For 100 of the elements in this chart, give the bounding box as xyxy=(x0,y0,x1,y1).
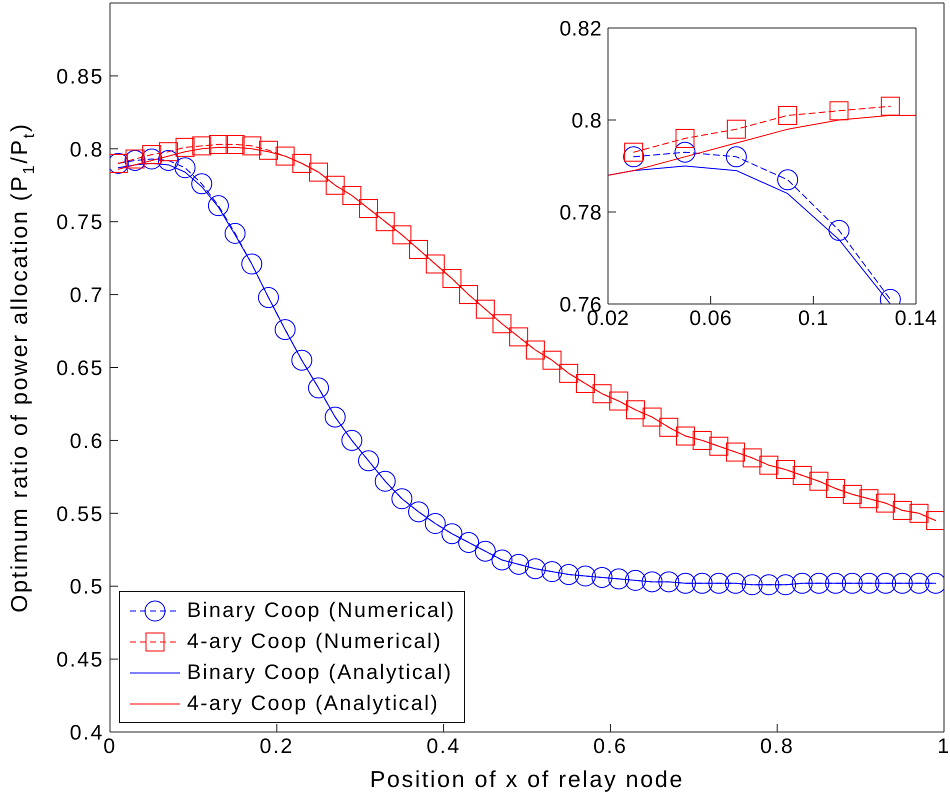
x-tick-label: 0.4 xyxy=(426,734,461,758)
point xyxy=(758,574,780,596)
point xyxy=(291,350,312,371)
point xyxy=(626,400,645,420)
point xyxy=(708,572,730,594)
point xyxy=(725,572,746,594)
point xyxy=(642,408,662,427)
point xyxy=(374,470,396,492)
point xyxy=(926,511,944,530)
point xyxy=(859,489,878,508)
point xyxy=(542,350,562,370)
point xyxy=(692,572,713,594)
y-tick-label: 0.55 xyxy=(56,502,104,526)
point xyxy=(623,146,644,168)
point xyxy=(424,513,446,534)
point xyxy=(558,564,580,586)
x-tick-label: 1 xyxy=(937,734,950,758)
point xyxy=(726,146,747,168)
point xyxy=(609,392,628,411)
y-tick-label: 0.65 xyxy=(56,356,104,380)
point xyxy=(158,142,178,162)
point xyxy=(459,285,478,304)
point xyxy=(274,319,296,340)
point xyxy=(778,106,798,125)
y-tick-label: 0.5 xyxy=(70,576,104,599)
point xyxy=(792,572,813,594)
point xyxy=(376,212,395,232)
point xyxy=(842,484,862,504)
point xyxy=(858,572,880,594)
point xyxy=(880,96,900,116)
x-tick-label: 0.8 xyxy=(760,734,794,758)
point xyxy=(308,377,329,398)
y-tick-label: 0.6 xyxy=(70,430,104,453)
point xyxy=(441,523,462,544)
x-tick-label: 0.06 xyxy=(689,306,732,330)
point xyxy=(658,571,680,592)
point xyxy=(476,300,495,319)
point xyxy=(192,136,212,156)
y-tick-label: 0.45 xyxy=(56,648,104,672)
point xyxy=(409,240,428,259)
point xyxy=(491,549,512,570)
point xyxy=(842,572,863,594)
point xyxy=(809,472,828,491)
point xyxy=(608,568,630,590)
point xyxy=(242,136,262,156)
point xyxy=(676,426,695,446)
point xyxy=(576,374,595,394)
x-tick-label: 0 xyxy=(103,734,117,758)
legend-label: 4-ary Coop (Numerical) xyxy=(187,630,442,654)
point xyxy=(909,504,928,523)
point xyxy=(826,479,846,498)
point xyxy=(775,574,796,596)
point xyxy=(876,494,896,513)
point xyxy=(341,430,362,451)
point xyxy=(692,430,712,450)
point xyxy=(524,558,546,580)
point xyxy=(659,418,678,437)
x-tick-label: 0.2 xyxy=(260,734,294,758)
point xyxy=(726,120,746,139)
point xyxy=(830,101,848,120)
point xyxy=(176,138,195,157)
point xyxy=(792,466,812,485)
point xyxy=(759,456,778,475)
point xyxy=(574,565,596,586)
point xyxy=(742,574,763,596)
point xyxy=(509,327,528,346)
point xyxy=(742,448,762,468)
point xyxy=(158,150,179,171)
point xyxy=(142,145,162,164)
point xyxy=(592,566,613,588)
point xyxy=(292,154,312,173)
point xyxy=(276,146,295,166)
point xyxy=(224,222,246,244)
point xyxy=(892,500,912,520)
y-tick-label: 0.8 xyxy=(572,109,602,132)
point xyxy=(241,253,262,274)
point xyxy=(624,142,644,162)
legend-label: 4-ary Coop (Analytical) xyxy=(187,692,440,716)
point xyxy=(358,450,380,472)
y-tick-label: 0.85 xyxy=(56,65,104,88)
y-tick-label: 0.78 xyxy=(559,201,602,224)
point xyxy=(474,540,496,562)
point xyxy=(777,169,798,190)
y-tick-label: 0.82 xyxy=(559,17,602,40)
point xyxy=(426,254,445,274)
point xyxy=(559,364,578,383)
y-tick-label: 0.75 xyxy=(56,211,104,234)
point xyxy=(908,572,930,594)
point xyxy=(776,460,796,480)
point xyxy=(875,572,896,594)
point xyxy=(191,173,212,194)
legend-label: Binary Coop (Analytical) xyxy=(187,660,453,684)
point xyxy=(642,571,663,592)
point xyxy=(141,148,162,170)
point xyxy=(342,186,362,205)
point xyxy=(526,340,545,360)
point xyxy=(324,406,346,428)
point xyxy=(892,572,913,594)
point xyxy=(174,157,196,178)
x-tick-label: 0.6 xyxy=(593,734,628,758)
